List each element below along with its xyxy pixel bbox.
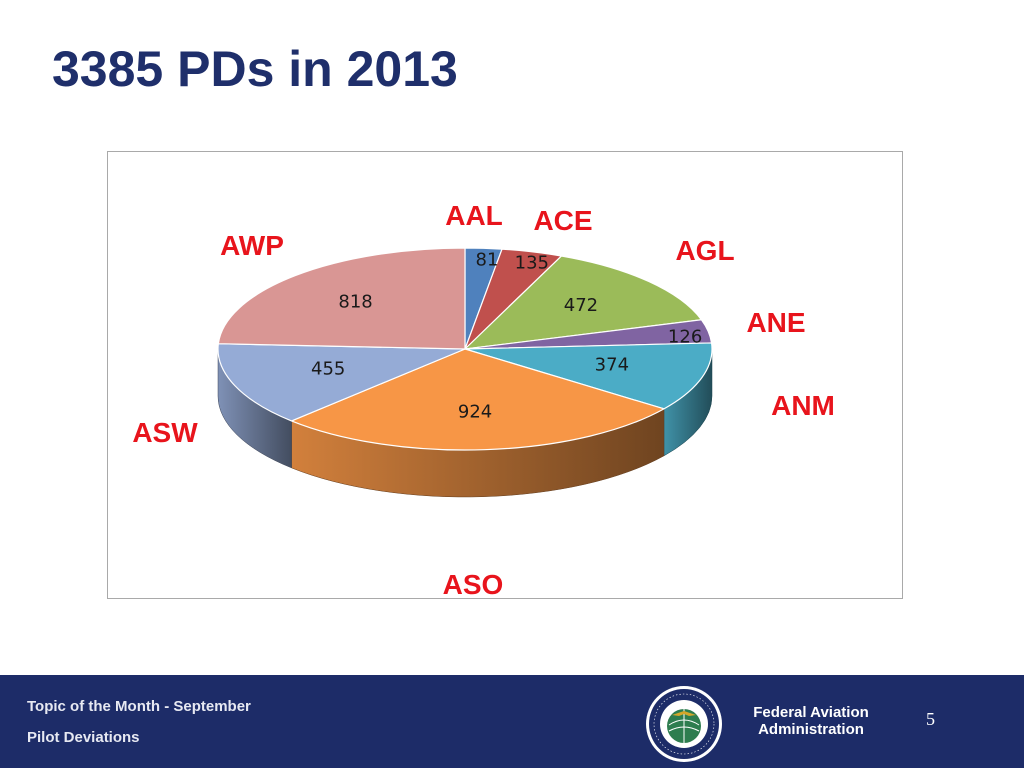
value-label-aso: 924 (458, 401, 492, 422)
category-label-aal: AAL (445, 200, 503, 231)
category-label-ace: ACE (533, 205, 592, 236)
value-label-asw: 455 (311, 359, 345, 380)
value-label-agl: 472 (564, 295, 598, 316)
category-label-anm: ANM (771, 390, 835, 421)
category-labels: AAL ACE AGL ANE ANM ASO ASW AWP (132, 200, 835, 600)
value-labels: 81 135 472 126 374 924 455 818 (311, 249, 702, 422)
page-number: 5 (926, 709, 935, 729)
footer-topic: Topic of the Month - September (27, 698, 251, 715)
agency-line-1: Federal Aviation (753, 704, 869, 721)
category-label-aso: ASO (443, 569, 504, 600)
category-label-asw: ASW (132, 417, 198, 448)
value-label-awp: 818 (338, 292, 372, 313)
pie-slice-anm (464, 342, 713, 410)
pie-slice-asw (217, 343, 466, 422)
category-label-agl: AGL (675, 235, 734, 266)
pie-slice-agl (464, 255, 703, 350)
category-label-awp: AWP (220, 230, 284, 261)
value-label-ace: 135 (515, 252, 549, 273)
footer-subtopic: Pilot Deviations (27, 729, 140, 746)
value-label-anm: 374 (595, 355, 629, 376)
pie-tops (217, 247, 713, 451)
pie-slice-awp (217, 247, 466, 350)
category-label-ane: ANE (746, 307, 805, 338)
value-label-ane: 126 (668, 327, 702, 348)
value-label-aal: 81 (476, 249, 499, 270)
faa-seal-icon (646, 686, 722, 762)
pie-chart: 81 135 472 126 374 924 455 818 AAL ACE AGL ANE ANM A… (107, 151, 903, 600)
slide-title: 3385 PDs in 2013 (52, 41, 458, 97)
agency-line-2: Administration (758, 721, 864, 738)
agency-name: Federal Aviation Administration (740, 704, 882, 738)
pie-slice-aso (290, 348, 665, 451)
footer-bar: Topic of the Month - September Pilot Dev… (0, 675, 1024, 768)
